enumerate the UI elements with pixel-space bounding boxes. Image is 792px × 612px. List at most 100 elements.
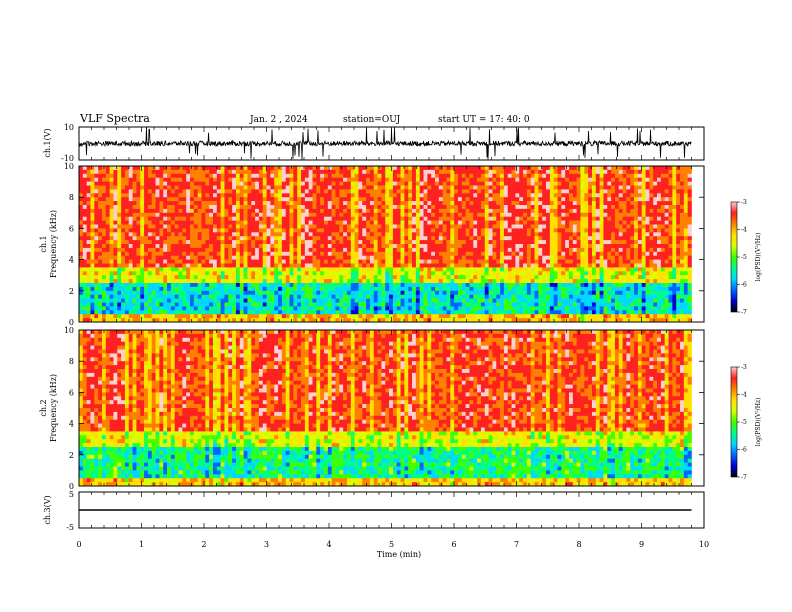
- spectrogram-cell: [167, 247, 172, 253]
- spectrogram-cell: [266, 197, 271, 202]
- spectrogram-cell: [389, 286, 394, 292]
- spectrogram-cell: [480, 224, 486, 229]
- spectrogram-cell: [350, 169, 355, 175]
- spectrogram-cell: [147, 267, 153, 272]
- spectrogram-cell: [167, 228, 172, 233]
- spectrogram-cell: [155, 205, 160, 210]
- spectrogram-cell: [86, 228, 91, 233]
- spectrogram-cell: [90, 240, 95, 245]
- spectrogram-cell: [373, 267, 378, 272]
- spectrogram-cell: [132, 279, 137, 284]
- spectrogram-cell: [251, 197, 256, 202]
- spectrogram-cell: [247, 275, 252, 280]
- spectrogram-cell: [170, 220, 176, 225]
- spectrogram-cell: [216, 318, 221, 323]
- spectrogram-cell: [289, 263, 294, 268]
- spectrogram-cell: [427, 286, 432, 292]
- spectrogram-cell: [270, 228, 275, 233]
- spectrogram-cell: [480, 283, 486, 288]
- spectrogram-cell: [113, 232, 118, 237]
- spectrogram-cell: [457, 283, 463, 288]
- spectrogram-cell: [117, 240, 122, 245]
- spectrogram-cell: [457, 201, 463, 206]
- spectrogram-cell: [239, 314, 244, 319]
- spectrogram-cell: [538, 201, 543, 206]
- spectrogram-cell: [465, 169, 470, 175]
- spectrogram-cell: [526, 247, 532, 253]
- spectrogram-cell: [465, 259, 470, 264]
- spectrogram-cell: [457, 189, 463, 194]
- spectrogram-cell: [159, 201, 164, 206]
- spectrogram-cell: [216, 267, 221, 272]
- spectrogram-cell: [389, 193, 394, 198]
- spectrogram-cell: [519, 294, 524, 299]
- spectrogram-cell: [117, 267, 122, 272]
- spectrogram-cell: [488, 189, 493, 194]
- spectrogram-cell: [258, 236, 264, 241]
- spectrogram-cell: [182, 193, 187, 198]
- spectrogram-cell: [404, 306, 409, 311]
- spectrogram-cell: [170, 314, 176, 319]
- spectrogram-cell: [412, 318, 417, 323]
- spectrogram-cell: [209, 216, 214, 221]
- spectrogram-cell: [193, 286, 198, 292]
- spectrogram-cell: [404, 224, 409, 229]
- spectrogram-cell: [454, 201, 459, 206]
- spectrogram-cell: [473, 283, 478, 288]
- spectrogram-cell: [262, 216, 267, 221]
- spectrogram-cell: [308, 208, 313, 214]
- spectrogram-cell: [389, 310, 394, 315]
- spectrogram-cell: [167, 236, 172, 241]
- spectrogram-cell: [530, 181, 535, 186]
- spectrogram-cell: [354, 205, 359, 210]
- spectrogram-cell: [255, 201, 260, 206]
- spectrogram-cell: [105, 294, 110, 299]
- spectrogram-cell: [266, 216, 271, 221]
- spectrogram-cell: [339, 283, 344, 288]
- spectrogram-cell: [500, 314, 505, 319]
- spectrogram-cell: [304, 314, 309, 319]
- spectrogram-cell: [546, 236, 551, 241]
- spectrogram-cell: [335, 220, 340, 225]
- spectrogram-cell: [82, 193, 87, 198]
- spectrogram-cell: [438, 216, 443, 221]
- spectrogram-cell: [369, 197, 375, 202]
- spectrogram-cell: [109, 224, 114, 229]
- spectrogram-cell: [438, 185, 443, 190]
- spectrogram-cell: [465, 244, 470, 249]
- spectrogram-cell: [408, 166, 413, 171]
- spectrogram-cell: [140, 193, 145, 198]
- spectrogram-cell: [178, 185, 183, 190]
- spectrogram-cell: [147, 205, 153, 210]
- spectrogram-cell: [435, 197, 440, 202]
- spectrogram-cell: [178, 310, 183, 315]
- spectrogram-cell: [496, 201, 501, 206]
- spectrogram-cell: [408, 298, 413, 303]
- spectrogram-cell: [503, 212, 509, 217]
- spectrogram-cell: [312, 286, 317, 292]
- spectrogram-cell: [270, 283, 275, 288]
- spectrogram-cell: [519, 267, 524, 272]
- spectrogram-cell: [144, 189, 149, 194]
- spectrogram-cell: [496, 216, 501, 221]
- spectrogram-cell: [523, 216, 528, 221]
- spectrogram-cell: [488, 290, 493, 295]
- spectrogram-cell: [435, 255, 440, 260]
- spectrogram-cell: [258, 255, 264, 260]
- spectrogram-cell: [366, 240, 371, 245]
- spectrogram-cell: [262, 236, 267, 241]
- spectrogram-cell: [530, 267, 535, 272]
- spectrogram-cell: [297, 212, 302, 217]
- spectrogram-cell: [304, 290, 309, 295]
- spectrogram-cell: [258, 169, 264, 175]
- spectrogram-cell: [354, 263, 359, 268]
- spectrogram-cell: [496, 247, 501, 253]
- spectrogram-cell: [190, 236, 195, 241]
- spectrogram-cell: [101, 294, 107, 299]
- spectrogram-cell: [438, 177, 443, 182]
- spectrogram-cell: [262, 166, 267, 171]
- spectrogram-cell: [190, 244, 195, 249]
- spectrogram-cell: [496, 267, 501, 272]
- spectrogram-cell: [362, 228, 367, 233]
- spectrogram-cell: [90, 197, 95, 202]
